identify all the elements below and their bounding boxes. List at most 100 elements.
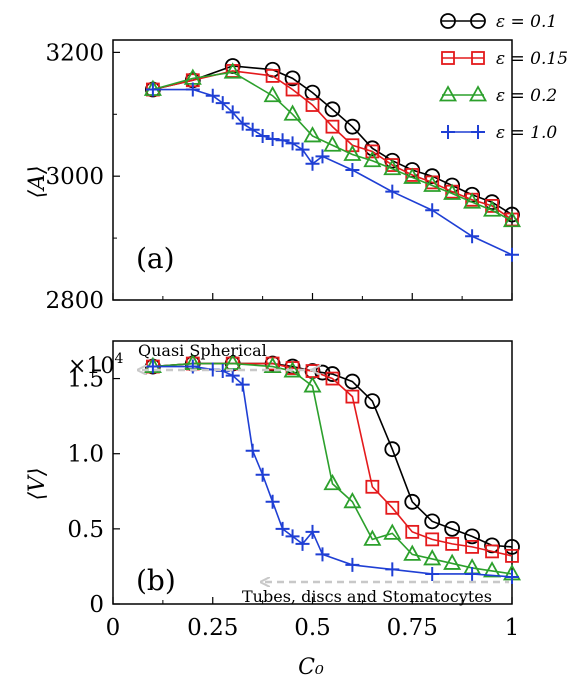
data-point [324, 366, 341, 382]
data-point [384, 441, 401, 458]
data-point [385, 562, 400, 577]
data-point [403, 544, 422, 561]
data-point [484, 194, 500, 211]
panel-a-ylabel: ⟨A⟩ [25, 165, 50, 198]
data-point [265, 494, 280, 509]
data-point [345, 557, 360, 572]
data-point [295, 142, 310, 157]
panel-b-volume-plot: 0 0.25 0.5 0.75 100.51.01.5 (b) ⟨V⟩ ×104 C₀ … [25, 340, 522, 680]
data-point [465, 229, 480, 244]
legend: ε = 0.1 ε = 0.15 ε = 0.2 ε = 1.0 [438, 12, 568, 143]
data-point [464, 528, 481, 545]
panel-a-area-plot: 2800 3000 3200 (a) ⟨A⟩ [25, 39, 522, 314]
data-point [325, 119, 340, 134]
legend-marker [438, 85, 458, 102]
data-point [245, 122, 260, 137]
data-point [324, 101, 341, 118]
data-point [295, 536, 310, 551]
data-point [344, 373, 361, 390]
series-4 [145, 359, 519, 584]
data-point [205, 88, 220, 103]
data-point [385, 184, 400, 199]
data-point [463, 192, 482, 209]
data-point [505, 569, 519, 584]
legend-entry: ε = 0.15 [441, 49, 568, 69]
data-point [423, 175, 442, 192]
legend-marker [471, 51, 485, 65]
data-point [305, 524, 320, 539]
data-point [245, 443, 260, 458]
panel-b-multiplier-exponent: 4 [114, 351, 123, 367]
data-point [505, 549, 519, 563]
series-line [152, 362, 513, 548]
data-point [284, 70, 301, 87]
annotation-quasi-spherical: Quasi Spherical [138, 341, 267, 360]
data-point [364, 140, 381, 157]
data-point [185, 82, 200, 97]
data-point [315, 547, 330, 562]
series-line [152, 70, 513, 221]
data-point [504, 538, 520, 555]
data-point [364, 393, 381, 410]
data-point [443, 553, 462, 570]
data-point [465, 539, 480, 554]
legend-marker [470, 13, 486, 29]
x-tick-label: 0.25 [187, 615, 238, 641]
data-point [343, 144, 362, 161]
legend-marker [441, 51, 455, 65]
data-point [483, 200, 502, 217]
series-line [152, 88, 513, 256]
data-point [502, 210, 522, 228]
legend-label: ε = 0.2 [496, 86, 557, 106]
data-point [185, 359, 200, 374]
data-point [285, 529, 300, 544]
data-point [323, 135, 342, 152]
data-point [235, 377, 250, 392]
legend-marker [441, 125, 455, 139]
data-point [365, 144, 380, 159]
data-point [275, 521, 290, 536]
y-tick-label: 1.0 [67, 442, 104, 468]
series-3 [143, 62, 522, 228]
data-point [285, 82, 300, 97]
panel-b-ticks: 0 0.25 0.5 0.75 1 0 0.5 1.0 1.5 [67, 367, 519, 641]
series-line [152, 65, 513, 216]
series-line [152, 71, 513, 222]
legend-label: ε = 0.1 [496, 12, 557, 32]
data-point [225, 105, 240, 120]
data-point [403, 167, 422, 184]
data-point [325, 371, 340, 386]
panel-a-series [143, 58, 522, 262]
y-tick-label: 3000 [45, 164, 104, 190]
legend-entry: ε = 0.2 [438, 85, 557, 106]
y-tick-label: 1.5 [67, 367, 104, 393]
data-point [283, 104, 302, 121]
series-1 [144, 355, 520, 555]
data-point [345, 389, 360, 404]
data-point [255, 467, 270, 482]
legend-label: ε = 1.0 [496, 123, 557, 143]
data-point [365, 479, 380, 494]
data-point [145, 82, 160, 97]
data-point [485, 199, 499, 213]
data-point [484, 537, 500, 554]
panel-b-xlabel: C₀ [298, 655, 324, 680]
data-point [305, 98, 320, 112]
data-point [383, 523, 402, 540]
data-point [425, 532, 440, 547]
data-point [315, 149, 330, 164]
data-point [363, 529, 382, 546]
panel-b-series [143, 353, 522, 584]
data-point [363, 150, 382, 168]
panel-b-multiplier: ×104 [68, 351, 123, 379]
data-point [483, 561, 502, 578]
data-point [404, 493, 421, 510]
legend-marker [471, 125, 485, 139]
data-point [344, 118, 361, 135]
data-point [303, 126, 322, 143]
data-point [343, 491, 362, 509]
data-point [405, 524, 420, 539]
x-tick-label: 0.5 [294, 615, 331, 641]
x-tick-label: 1 [505, 615, 520, 641]
